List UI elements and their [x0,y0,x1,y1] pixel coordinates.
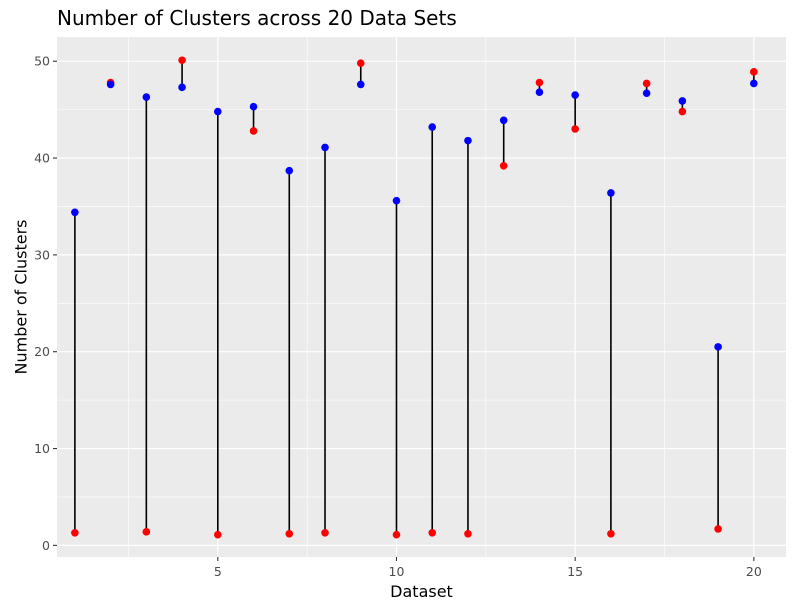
red-point [642,79,651,88]
red-point [535,78,544,87]
blue-point [106,80,115,89]
red-point [142,528,151,536]
x-tick-label: 20 [746,564,762,579]
red-point [392,530,401,539]
blue-point [285,166,294,175]
red-point [607,529,615,538]
y-tick-label: 20 [34,344,50,359]
y-tick-label: 30 [34,247,50,262]
red-point [714,525,722,533]
x-axis-title: Dataset [390,582,453,601]
blue-point [535,88,544,96]
red-point [356,59,365,67]
red-point [321,528,329,537]
red-point [750,68,758,76]
blue-point [178,83,186,92]
red-point [678,107,687,116]
blue-point [356,80,365,89]
segments [74,60,755,535]
y-tick-label: 0 [42,538,50,553]
x-tick-label: 5 [214,564,222,579]
y-tick-label: 50 [34,54,50,69]
axes: 5 10 15 20 0 10 20 30 40 50 [34,54,762,579]
blue-point [750,79,758,88]
blue-point [571,91,579,99]
red-point [285,529,294,538]
red-point [571,125,579,133]
red-point [178,56,186,65]
blue-point [142,93,151,101]
red-point [249,127,258,135]
blue-point [678,97,687,105]
y-tick-label: 10 [34,441,50,456]
y-axis-title: Number of Clusters [12,220,31,375]
y-tick-label: 40 [34,151,50,166]
x-tick-label: 10 [389,564,405,579]
blue-point [714,343,722,351]
chart-title: Number of Clusters across 20 Data Sets [57,6,457,30]
blue-point [464,136,472,145]
blue-point [499,116,508,125]
red-point [214,530,222,539]
red-point [464,529,472,538]
blue-point [642,89,651,97]
blue-point [428,123,437,131]
blue-point [392,196,401,205]
red-point [428,528,437,537]
blue-point [71,208,79,217]
points [71,56,758,539]
x-tick-label: 15 [567,564,583,579]
blue-point [249,102,258,111]
red-point [499,161,508,170]
blue-point [321,143,329,152]
blue-point [607,189,615,197]
red-point [71,528,79,537]
blue-point [214,107,222,116]
plot-panel [57,37,786,557]
